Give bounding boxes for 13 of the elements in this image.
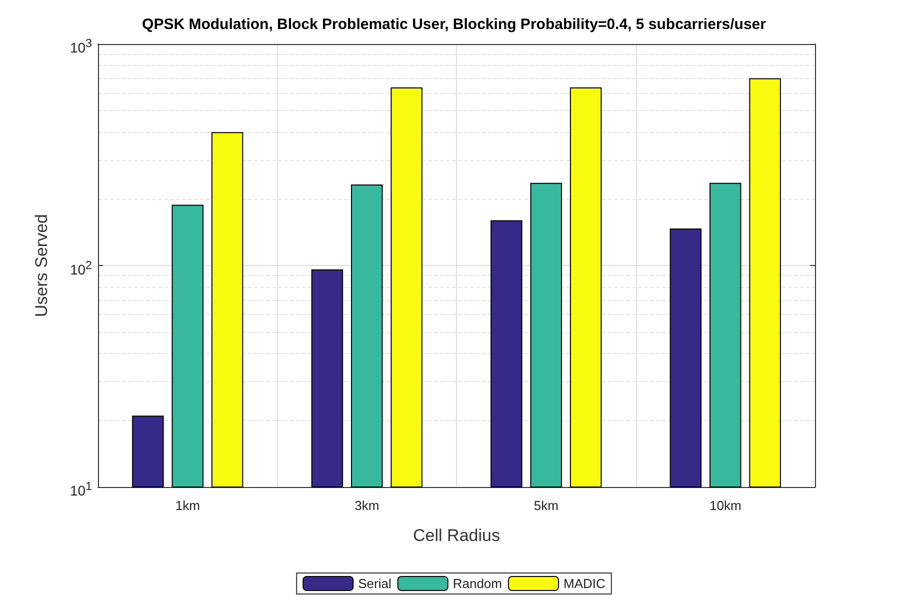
y-tick-label: 10$^{3}$: [70, 36, 92, 57]
x-tick-label: 3km: [354, 498, 380, 513]
x-tick-label: 1km: [175, 498, 200, 513]
x-tick-label: 5km: [534, 498, 558, 513]
x-axis-title: Cell Radius: [413, 526, 500, 545]
y-axis-title: Users Served: [32, 214, 51, 317]
legend-label: MADIC: [563, 576, 606, 591]
legend-label: Random: [452, 576, 502, 591]
chart-title: QPSK Modulation, Block Problematic User, Blocking Probability=0.4, 5 subcarriers/user: [142, 16, 766, 33]
x-tick-label: 10km: [709, 498, 742, 513]
y-tick-label: 10$^{2}$: [70, 258, 92, 278]
legend-label: Serial: [358, 576, 392, 591]
y-tick-label: 10$^{1}$: [70, 479, 92, 500]
